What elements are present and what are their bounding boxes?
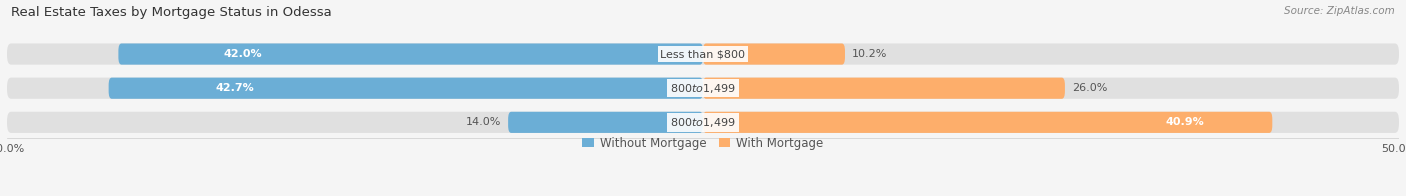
FancyBboxPatch shape — [703, 44, 845, 65]
Text: 14.0%: 14.0% — [465, 117, 501, 127]
Text: Less than $800: Less than $800 — [661, 49, 745, 59]
Text: 42.7%: 42.7% — [215, 83, 254, 93]
FancyBboxPatch shape — [118, 44, 703, 65]
Legend: Without Mortgage, With Mortgage: Without Mortgage, With Mortgage — [578, 132, 828, 154]
FancyBboxPatch shape — [7, 78, 1399, 99]
FancyBboxPatch shape — [108, 78, 703, 99]
FancyBboxPatch shape — [508, 112, 703, 133]
Text: Source: ZipAtlas.com: Source: ZipAtlas.com — [1284, 6, 1395, 16]
FancyBboxPatch shape — [7, 44, 1399, 65]
Text: 10.2%: 10.2% — [852, 49, 887, 59]
Text: 42.0%: 42.0% — [224, 49, 263, 59]
Text: $800 to $1,499: $800 to $1,499 — [671, 82, 735, 95]
Text: 26.0%: 26.0% — [1071, 83, 1108, 93]
Text: $800 to $1,499: $800 to $1,499 — [671, 116, 735, 129]
FancyBboxPatch shape — [703, 78, 1064, 99]
Text: Real Estate Taxes by Mortgage Status in Odessa: Real Estate Taxes by Mortgage Status in … — [11, 6, 332, 19]
FancyBboxPatch shape — [7, 112, 1399, 133]
Text: 40.9%: 40.9% — [1166, 117, 1204, 127]
FancyBboxPatch shape — [703, 112, 1272, 133]
